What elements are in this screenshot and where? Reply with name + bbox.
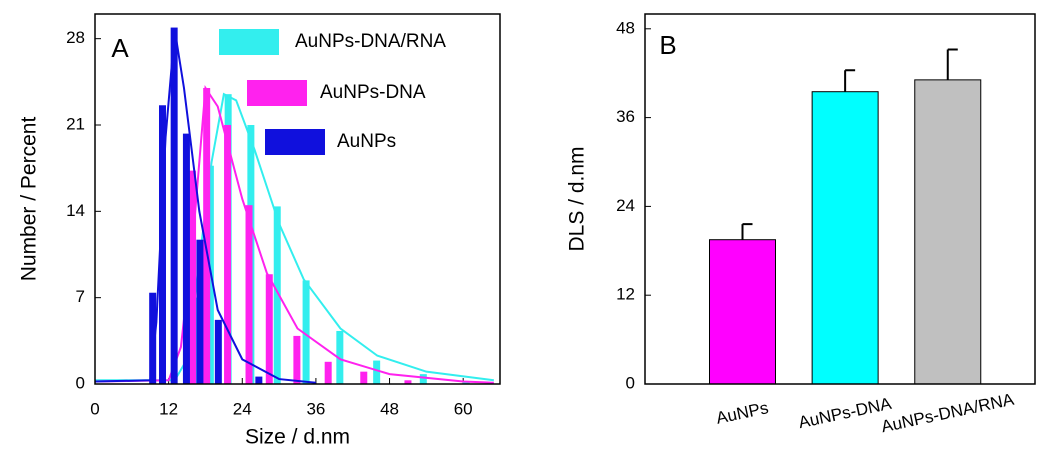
- y-tick-label: 0: [76, 373, 85, 392]
- error-bar: [844, 69, 856, 92]
- y-tick-label: 14: [66, 201, 85, 220]
- bar: [203, 88, 211, 384]
- bar: [404, 380, 412, 384]
- bar: [149, 292, 157, 384]
- bar: [265, 274, 273, 384]
- bar: [224, 125, 232, 384]
- bar: [189, 170, 197, 384]
- legend-label: AuNPs: [337, 131, 396, 152]
- bar: [360, 371, 368, 384]
- bar: [273, 206, 281, 384]
- bar: [811, 91, 879, 385]
- bar: [336, 330, 344, 384]
- bar: [373, 360, 381, 384]
- error-bar: [946, 48, 958, 80]
- bar: [324, 361, 332, 384]
- x-tick-label: 60: [454, 399, 473, 418]
- y-tick-label: 0: [626, 373, 635, 392]
- x-tick-label: 0: [90, 399, 99, 418]
- bar: [462, 381, 470, 384]
- x-tick-label: 48: [380, 399, 399, 418]
- bar: [182, 133, 190, 384]
- error-bar: [741, 223, 753, 240]
- legend-swatch: [247, 80, 307, 106]
- bar: [170, 27, 178, 385]
- x-axis-label: Size / d.nm: [245, 426, 350, 449]
- x-tick-label: AuNPs-DNA/RNA: [880, 390, 1017, 437]
- bar: [709, 239, 776, 385]
- y-axis-label: Number / Percent: [18, 117, 41, 282]
- legend-label: AuNPs-DNA: [320, 82, 426, 103]
- y-tick-label: 21: [66, 114, 85, 133]
- bar: [255, 376, 263, 384]
- bar: [419, 374, 427, 384]
- y-axis-label: DLS / d.nm: [566, 146, 589, 251]
- panel-title: B: [659, 30, 676, 60]
- y-tick-label: 36: [616, 107, 635, 126]
- x-tick-label: 12: [159, 399, 178, 418]
- bar: [302, 280, 310, 384]
- y-tick-label: 24: [616, 196, 635, 215]
- panel-title: A: [111, 33, 129, 63]
- bar: [159, 105, 166, 385]
- y-tick-label: 7: [76, 287, 85, 306]
- fit-curve: [94, 85, 494, 384]
- bar: [293, 335, 301, 384]
- bar: [914, 79, 982, 385]
- plot-frame: [94, 13, 501, 385]
- plot-frame: [644, 13, 1036, 385]
- fit-curve: [94, 29, 317, 384]
- y-tick-label: 12: [616, 285, 635, 304]
- legend-swatch: [265, 129, 325, 155]
- legend-swatch: [219, 29, 279, 55]
- x-tick-label: AuNPs-DNA: [797, 394, 894, 432]
- bar: [214, 319, 222, 384]
- bar: [196, 239, 204, 384]
- y-tick-label: 48: [616, 18, 635, 37]
- x-tick-label: 24: [233, 399, 252, 418]
- x-tick-label: AuNPs: [714, 398, 770, 428]
- legend-label: AuNPs-DNA/RNA: [295, 31, 446, 52]
- y-tick-label: 28: [66, 28, 85, 47]
- x-tick-label: 36: [306, 399, 325, 418]
- bar: [245, 205, 253, 384]
